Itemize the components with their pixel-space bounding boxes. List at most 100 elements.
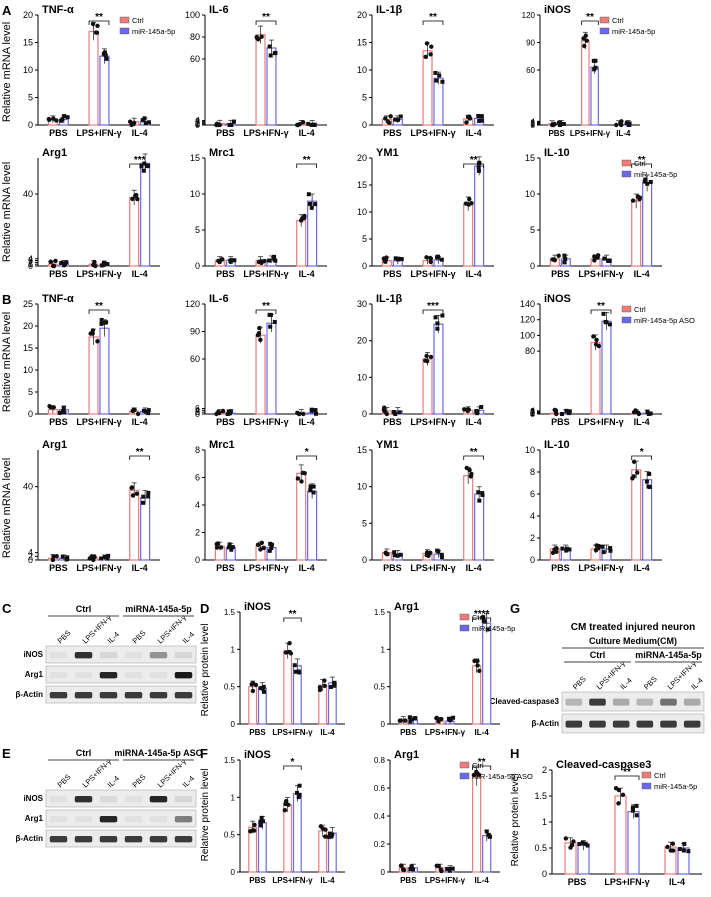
x-tick-label: IL-4 <box>634 269 650 279</box>
data-point <box>642 179 647 184</box>
data-point <box>670 841 676 846</box>
y-tick-label: 1 <box>28 259 33 269</box>
ylabel-h: Relative protein level <box>510 774 521 867</box>
y-tick-label: 0.5 <box>534 843 547 853</box>
legend-label: miR-145a-5p <box>654 782 697 791</box>
y-tick-label: 8 <box>530 467 535 477</box>
x-tick-label: PBS <box>249 728 266 737</box>
x-tick-label: PBS <box>216 128 235 138</box>
legend-label: Ctrl <box>472 613 484 622</box>
data-point <box>102 555 107 560</box>
data-point <box>48 259 53 264</box>
y-tick-label: 4 <box>195 500 200 510</box>
data-point <box>314 411 319 416</box>
y-tick-label: 5 <box>530 225 535 235</box>
y-tick-label: 4 <box>195 116 200 126</box>
x-tick-label: PBS <box>249 876 266 885</box>
significance-label: ** <box>136 447 144 458</box>
chart-a3: 0 5 10 15 20 IL-1β PBS LPS+IFN-γ IL-4 ** <box>357 4 494 138</box>
data-point <box>620 792 626 797</box>
data-point <box>259 815 264 820</box>
blot-row-label: Cleaved-caspase3 <box>490 697 560 706</box>
data-point <box>608 548 613 553</box>
data-point <box>682 841 687 846</box>
significance-label: ** <box>470 155 478 166</box>
y-tick-label: 120 <box>520 315 535 325</box>
significance-label: ** <box>623 767 631 778</box>
y-tick-label: 0 <box>195 409 200 419</box>
x-tick-label: IL-4 <box>299 269 315 279</box>
y-tick-label: 0 <box>28 409 33 419</box>
blot-row-label: β-Actin <box>531 719 559 728</box>
data-point <box>435 326 440 331</box>
data-point <box>230 545 235 550</box>
data-point <box>450 866 455 871</box>
y-tick-label: 6 <box>195 473 200 483</box>
data-point <box>439 555 444 560</box>
bar-treat <box>327 682 337 725</box>
data-point <box>259 540 265 545</box>
panel-label-a: A <box>2 3 12 18</box>
data-point <box>143 409 148 414</box>
significance-bracket <box>631 163 653 168</box>
data-point <box>267 548 272 553</box>
bar-treat <box>433 323 444 415</box>
data-point <box>398 114 403 119</box>
data-point <box>627 121 632 126</box>
legend-label: miR-145a-5p ASO <box>472 772 533 781</box>
x-tick-label: LPS+IFN-γ <box>272 876 313 885</box>
data-point <box>423 358 428 363</box>
x-tick-label: LPS+IFN-γ <box>410 269 455 279</box>
data-point <box>686 849 691 854</box>
x-tick-label: PBS <box>49 128 68 138</box>
data-point <box>259 34 264 39</box>
data-point <box>481 615 486 620</box>
data-point <box>308 484 313 489</box>
y-tick-label: 120 <box>185 299 200 309</box>
significance-bracket <box>422 309 444 314</box>
y-tick-label: 4 <box>530 511 535 521</box>
data-point <box>255 542 261 547</box>
blot-band <box>660 698 677 706</box>
blot-group-label: Ctrl <box>76 604 92 614</box>
significance-bracket <box>581 20 599 25</box>
y-tick-label: 4 <box>195 405 200 415</box>
data-point <box>606 258 611 263</box>
data-point <box>600 544 605 549</box>
y-tick-label: 10 <box>357 207 367 217</box>
blot-band <box>99 692 118 699</box>
x-tick-label: PBS <box>568 877 587 887</box>
data-point <box>143 121 148 126</box>
blot-group-label: Ctrl <box>590 650 606 660</box>
data-point <box>146 490 151 495</box>
blot-band <box>683 698 701 706</box>
western-blot-g: CM treated injured neuron Culture Medium(… <box>490 622 705 734</box>
y-tick-label: 15 <box>23 343 33 353</box>
legend-label: miR-145a-5p ASO <box>634 316 695 325</box>
x-tick-label: LPS+IFN-γ <box>76 417 121 427</box>
y-tick-label: 6 <box>195 404 200 414</box>
data-point <box>469 201 474 206</box>
bar-treat <box>642 182 653 267</box>
blot-band <box>683 720 701 728</box>
y-tick-label: 90 <box>526 39 535 48</box>
data-point <box>564 546 569 551</box>
y-tick-label: 0 <box>362 120 367 130</box>
x-tick-label: LPS+IFN-γ <box>578 269 623 279</box>
lane-label: PBS <box>642 674 659 691</box>
blot-band <box>99 796 118 803</box>
x-tick-label: LPS+IFN-γ <box>410 128 455 138</box>
data-point <box>469 471 474 477</box>
data-point <box>298 218 304 223</box>
y-tick-label: 1.5 <box>224 608 236 617</box>
x-tick-label: PBS <box>383 563 402 573</box>
data-point <box>61 405 66 410</box>
chart-title: IL-6 <box>209 4 229 16</box>
data-point <box>556 253 561 258</box>
data-point <box>602 256 607 261</box>
bar-ctrl <box>590 341 601 415</box>
legend-swatch <box>119 27 130 35</box>
blot-band <box>174 836 193 843</box>
